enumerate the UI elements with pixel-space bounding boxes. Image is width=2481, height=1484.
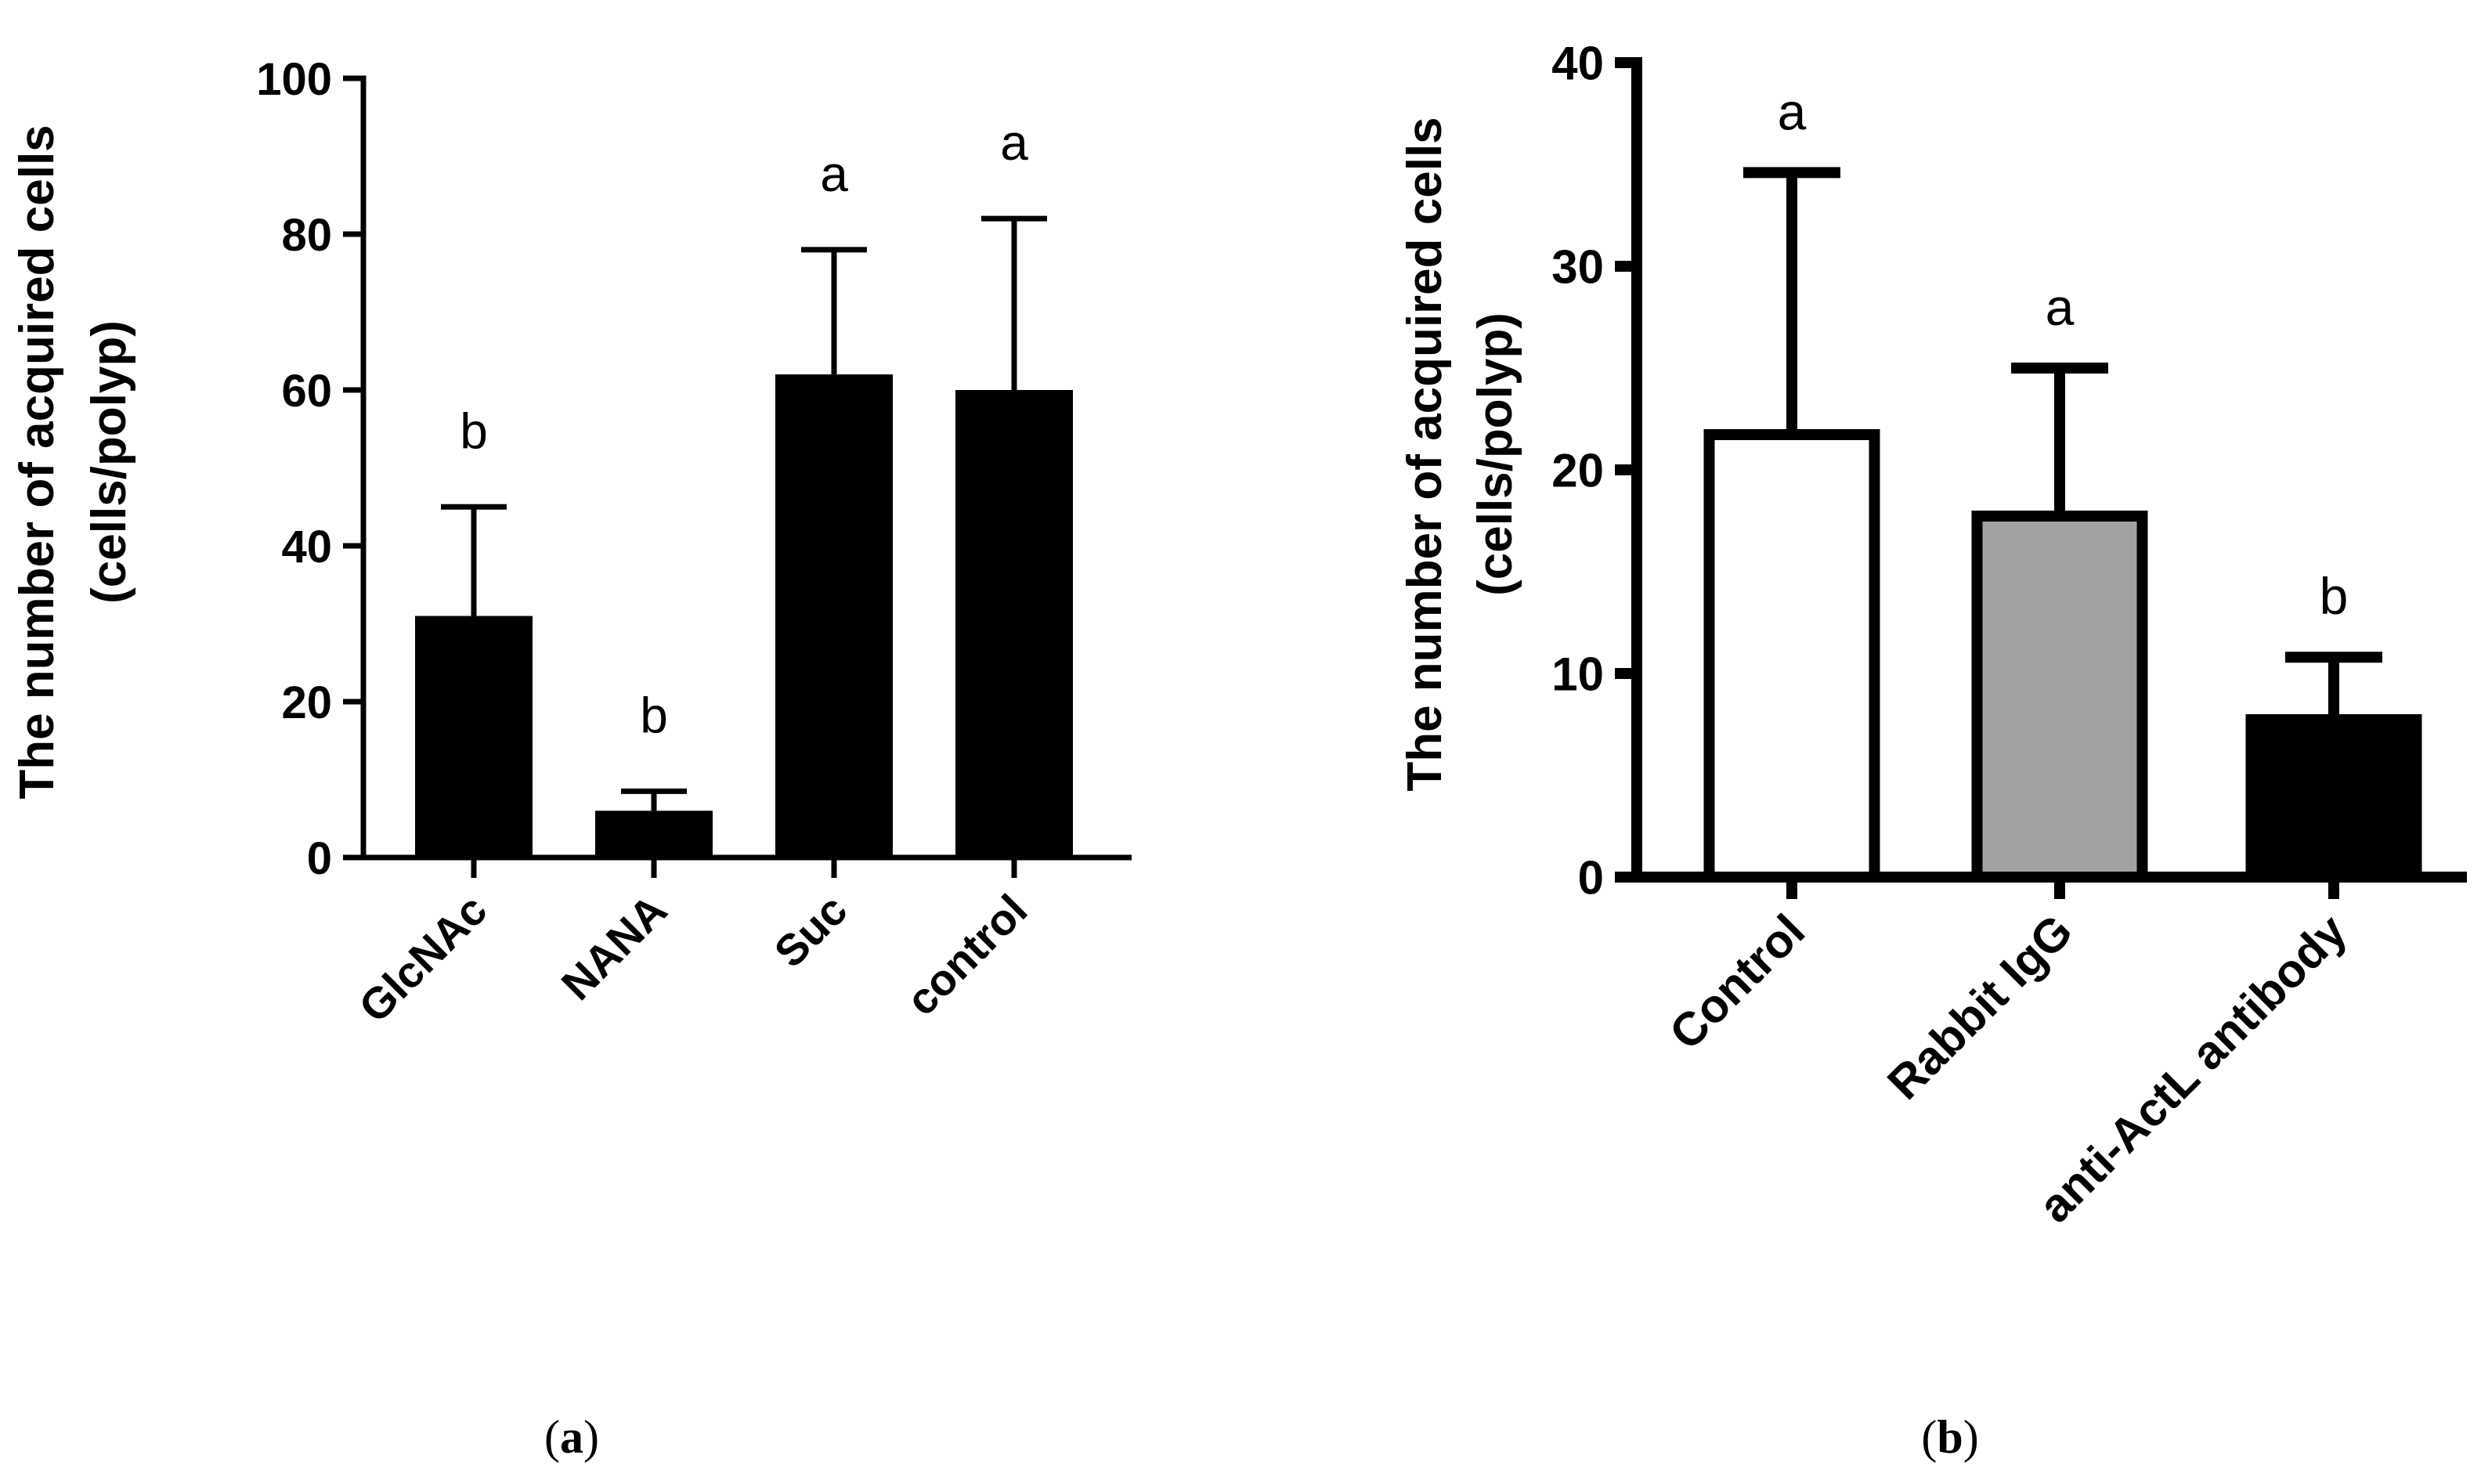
bar-a-0: [415, 616, 533, 858]
x-tick-label-b-1: Rabbit IgG: [1877, 904, 2082, 1110]
bar-b-1: [1971, 511, 2148, 883]
chart-panel-b: The number of acquired cells (cells/poly…: [1398, 38, 2467, 1463]
bar-a-2: [775, 374, 893, 858]
chart-panel-a: The number of acquired cells (cells/poly…: [10, 54, 1132, 1463]
x-tick-label-a-0: GlcNAc: [349, 885, 497, 1032]
panel-label-b: (b): [1921, 1411, 1978, 1463]
significance-label-b-2: b: [2320, 567, 2349, 625]
y-tick-label-a-3: 60: [281, 366, 332, 417]
x-tick-label-b-0: Control: [1659, 904, 1815, 1060]
y-tick-label-a-2: 40: [281, 522, 332, 572]
significance-label-a-3: a: [1000, 114, 1028, 171]
x-tick-label-b-2: anti-ActL antibody: [2028, 904, 2356, 1232]
panel-label-a-letter: a: [560, 1411, 583, 1463]
bar-a-1: [595, 811, 713, 858]
y-tick-label-b-1: 10: [1551, 648, 1604, 701]
y-axis-label-b-line1: The number of acquired cells: [1398, 117, 1452, 791]
panel-label-b-letter: b: [1937, 1411, 1963, 1463]
significance-label-b-1: a: [2046, 278, 2075, 336]
y-axis-label-a-line1: The number of acquired cells: [10, 125, 64, 799]
x-tick-label-a-3: control: [897, 885, 1037, 1025]
y-axis-label-a-line2: (cells/polyp): [82, 320, 136, 604]
significance-label-b-0: a: [1778, 82, 1807, 140]
bar-b-2: [2245, 714, 2422, 877]
y-tick-label-b-0: 0: [1578, 852, 1604, 904]
significance-label-a-1: b: [640, 687, 668, 743]
panel-label-a: (a): [544, 1411, 599, 1463]
y-axis-label-b-line2: (cells/polyp): [1468, 312, 1522, 596]
y-tick-label-b-4: 40: [1551, 38, 1604, 90]
bar-b-0: [1703, 429, 1880, 883]
y-tick-label-b-3: 30: [1551, 241, 1604, 294]
significance-label-a-2: a: [820, 146, 848, 202]
y-tick-label-a-1: 20: [281, 677, 332, 728]
x-tick-label-a-2: Suc: [764, 885, 856, 977]
y-tick-label-a-4: 80: [281, 210, 332, 261]
significance-label-a-0: b: [460, 403, 488, 459]
bar-a-3: [955, 390, 1073, 858]
y-tick-label-a-5: 100: [256, 54, 332, 105]
x-tick-label-a-1: NANA: [552, 885, 677, 1009]
y-tick-label-a-0: 0: [307, 833, 332, 884]
y-tick-label-b-2: 20: [1551, 445, 1604, 497]
